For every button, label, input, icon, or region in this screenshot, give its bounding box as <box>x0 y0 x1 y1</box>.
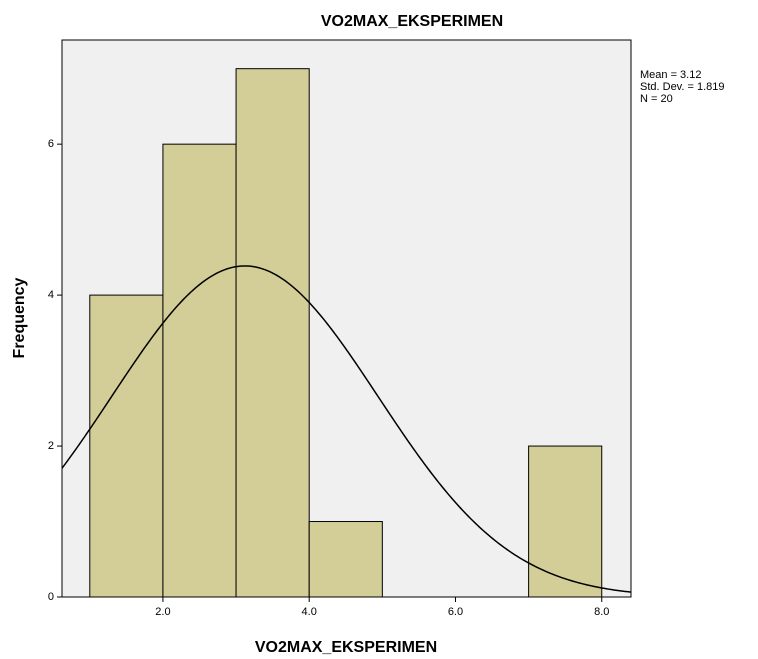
bar <box>89 294 164 598</box>
stat-label: N = 20 <box>640 93 673 105</box>
stat-label: Std. Dev. = 1.819 <box>640 81 725 93</box>
y-tick-label: 2 <box>48 440 54 452</box>
bar <box>235 68 310 598</box>
x-axis-title: VO2MAX_EKSPERIMEN <box>255 639 437 656</box>
bar <box>308 521 383 598</box>
bar <box>162 143 237 598</box>
x-tick-label: 6.0 <box>448 606 463 618</box>
x-tick-label: 8.0 <box>594 606 609 618</box>
y-tick-label: 4 <box>48 289 54 301</box>
stat-label: Mean = 3.12 <box>640 69 701 81</box>
x-tick-label: 4.0 <box>302 606 317 618</box>
y-axis-title: Frequency <box>11 277 28 358</box>
y-tick-label: 6 <box>48 138 54 150</box>
x-tick-label: 2.0 <box>155 606 170 618</box>
normal-curve <box>61 265 632 593</box>
chart-title: VO2MAX_EKSPERIMEN <box>321 13 503 30</box>
y-tick-label: 0 <box>48 591 54 603</box>
bar <box>528 445 603 598</box>
